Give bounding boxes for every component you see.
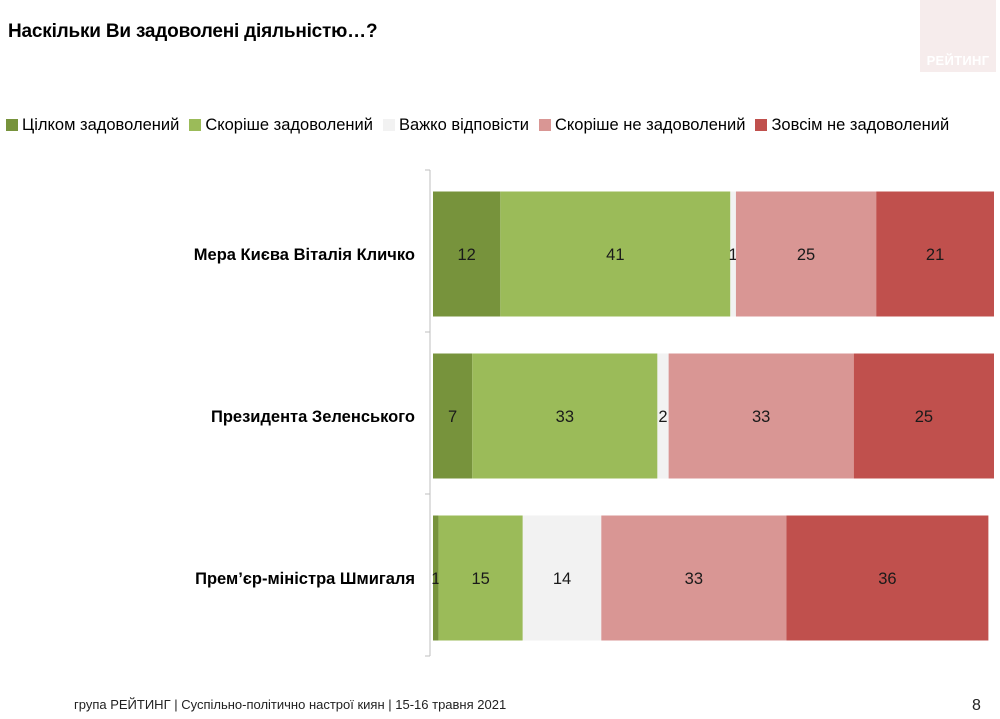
bar-segment: [500, 191, 731, 317]
category-label: Прем’єр-міністра Шмигаля: [195, 570, 415, 588]
page-number: 8: [972, 697, 981, 714]
category-label: Мера Києва Віталія Кличко: [194, 246, 415, 264]
footer: група РЕЙТИНГ | Суспільно-політично наст…: [74, 697, 507, 712]
bar-segment: [433, 353, 473, 479]
bar-segment: [786, 515, 989, 641]
bar-segment: [730, 191, 736, 317]
data-label: 2: [658, 408, 667, 426]
bar-segment: [433, 515, 439, 641]
bar-segment: [601, 515, 787, 641]
legend-swatch: [189, 119, 202, 131]
data-label: 15: [472, 570, 490, 588]
legend-item-rather-unsatisfied: Скоріше не задоволений: [538, 115, 746, 135]
legend-item-hard-to-say: Важко відповісти: [382, 115, 529, 135]
legend-item-rather-satisfied: Скоріше задоволений: [189, 116, 373, 135]
data-label: 25: [915, 408, 933, 426]
data-label: 1: [431, 570, 440, 588]
bar-segment: [668, 353, 854, 479]
legend-swatch: [755, 119, 768, 131]
data-label: 7: [448, 408, 457, 426]
legend-swatch: [6, 119, 18, 131]
data-label: 33: [556, 408, 574, 426]
stacked-bar-chart: Мера Києва Віталія Кличко 12 41 1 25 21Презид…: [194, 169, 994, 657]
legend-label: Скоріше задоволений: [205, 115, 373, 134]
data-label: 33: [685, 570, 703, 588]
legend-label: Зовсім не задоволений: [771, 115, 950, 134]
bar-segment: [735, 191, 877, 317]
data-label: 12: [457, 246, 475, 264]
bar-segment: [876, 191, 994, 317]
bar-segment: [433, 191, 501, 317]
logo-text: РЕЙТИНГ: [926, 53, 990, 68]
rating-logo: РЕЙТИНГ: [920, 0, 996, 72]
legend-label: Важко відповісти: [398, 115, 529, 134]
bar-segment: [853, 353, 994, 479]
legend-swatch: [538, 119, 551, 131]
legend-label: Цілком задоволений: [22, 115, 180, 134]
data-label: 21: [926, 246, 944, 264]
data-label: 41: [606, 246, 624, 264]
bar-segment: [472, 353, 658, 479]
legend-swatch: [382, 119, 395, 131]
data-label: 1: [729, 246, 738, 264]
bar-segment: [438, 515, 523, 641]
legend-label: Скоріше не задоволений: [554, 115, 746, 134]
data-label: 14: [553, 570, 571, 588]
legend-item-fully-satisfied: Цілком задоволений: [6, 116, 179, 135]
bar-segment: [657, 353, 669, 479]
category-label: Президента Зеленського: [211, 408, 415, 426]
data-label: 33: [752, 408, 770, 426]
chart-title: Наскільки Ви задоволені діяльністю…?: [8, 21, 378, 42]
data-label: 25: [797, 246, 815, 264]
legend-item-not-satisfied: Зовсім не задоволений: [755, 116, 949, 135]
data-label: 36: [878, 570, 896, 588]
bar-segment: [522, 515, 602, 641]
legend: Цілком задоволений Скоріше задоволений В…: [6, 114, 949, 136]
